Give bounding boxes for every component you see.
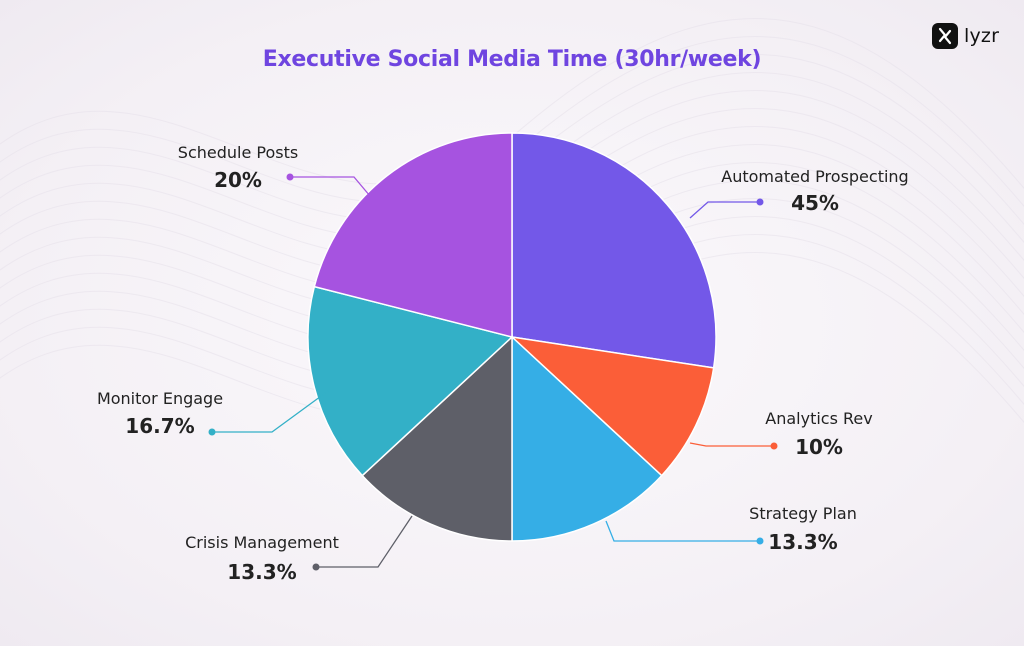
slice-labels: Automated Prospecting 45% Analytics Rev 10%… xyxy=(97,143,909,584)
slice-value: 20% xyxy=(214,168,262,192)
leader-line xyxy=(605,520,760,542)
slice-label: Strategy Plan xyxy=(749,504,857,523)
leader-line xyxy=(316,515,413,568)
leader-dot xyxy=(770,442,778,450)
pie-slice-schedule-posts xyxy=(313,132,513,338)
brand-name: lyzr xyxy=(964,25,1000,47)
brand-logo: lyzr xyxy=(932,22,999,50)
leader-dot xyxy=(286,173,294,181)
pie-slice-strategy-plan xyxy=(511,335,663,542)
pie-slice-automated-prospecting xyxy=(511,132,717,369)
pie-slice-crisis-management xyxy=(361,335,513,542)
lyzr-logo-icon xyxy=(932,23,958,49)
slice-value: 16.7% xyxy=(125,414,194,438)
leader-dot xyxy=(756,198,764,206)
slice-value: 13.3% xyxy=(768,530,837,554)
leader-line xyxy=(290,176,371,197)
slice-value: 45% xyxy=(791,191,839,215)
leader-dot xyxy=(208,428,216,436)
slice-label: Schedule Posts xyxy=(178,143,298,162)
slice-label: Analytics Rev xyxy=(765,409,872,428)
leader-line xyxy=(689,442,774,447)
slice-label: Monitor Engage xyxy=(97,389,223,408)
chart-title: Executive Social Media Time (30hr/week) xyxy=(263,47,761,72)
slice-value: 13.3% xyxy=(227,560,296,584)
slice-label: Automated Prospecting xyxy=(721,167,908,186)
slice-label: Crisis Management xyxy=(185,533,339,552)
leader-line xyxy=(689,201,760,219)
pie-slices xyxy=(307,132,717,542)
leader-line xyxy=(212,390,329,433)
leader-lines xyxy=(208,173,778,571)
slice-value: 10% xyxy=(795,435,843,459)
pie-slice-analytics-rev xyxy=(509,335,715,477)
leader-dot xyxy=(756,537,764,545)
pie-slice-monitor-engage xyxy=(307,285,514,477)
leader-dot xyxy=(312,563,320,571)
